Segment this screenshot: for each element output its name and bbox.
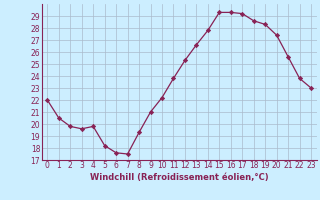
X-axis label: Windchill (Refroidissement éolien,°C): Windchill (Refroidissement éolien,°C) bbox=[90, 173, 268, 182]
